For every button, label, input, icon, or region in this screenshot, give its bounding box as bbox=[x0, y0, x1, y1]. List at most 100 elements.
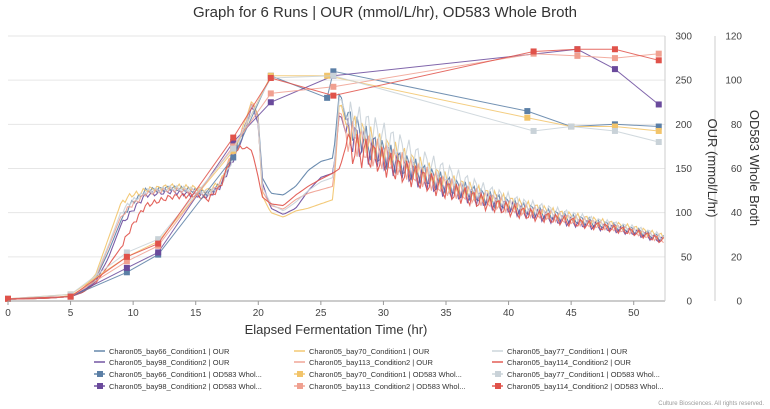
od-point bbox=[230, 139, 237, 145]
legend-item[interactable]: Charon05_bay113_Condition2 | OUR bbox=[294, 358, 434, 367]
legend-item[interactable]: Charon05_bay113_Condition2 | OD583 Whol.… bbox=[294, 382, 466, 391]
od-point bbox=[530, 48, 537, 55]
x-tick-label: 0 bbox=[5, 308, 11, 319]
od-point bbox=[611, 55, 618, 62]
legend-label: Charon05_bay114_Condition2 | OD583 Whol.… bbox=[507, 382, 664, 391]
legend-swatch-marker bbox=[495, 383, 501, 389]
od-point bbox=[611, 123, 618, 130]
legend-item[interactable]: Charon05_bay66_Condition1 | OD583 Whol..… bbox=[94, 370, 262, 379]
legend-swatch-marker bbox=[97, 383, 103, 389]
od-point bbox=[123, 264, 130, 271]
od-line bbox=[7, 48, 660, 300]
legend-label: Charon05_bay113_Condition2 | OUR bbox=[309, 358, 434, 367]
od-point bbox=[123, 269, 130, 276]
od-point bbox=[330, 68, 337, 75]
y2-tick-label: 100 bbox=[725, 76, 742, 87]
legend-swatch-marker bbox=[297, 371, 303, 377]
legend-item[interactable]: Charon05_bay98_Condition2 | OD583 Whol..… bbox=[94, 382, 262, 391]
our-line bbox=[8, 98, 664, 300]
y-tick-label: 300 bbox=[675, 32, 692, 43]
x-tick-label: 40 bbox=[503, 308, 515, 319]
y2-tick-label: 20 bbox=[731, 252, 743, 263]
od-point bbox=[155, 249, 162, 256]
od-point bbox=[611, 46, 618, 53]
od-line bbox=[7, 70, 659, 300]
od-point bbox=[524, 108, 531, 115]
y2-tick-label: 80 bbox=[731, 120, 743, 131]
od-point bbox=[123, 249, 130, 256]
od-point bbox=[655, 57, 662, 64]
legend-item[interactable]: Charon05_bay77_Condition1 | OUR bbox=[492, 347, 628, 356]
legend-label: Charon05_bay70_Condition1 | OUR bbox=[309, 347, 430, 356]
od-point bbox=[230, 134, 237, 141]
x-tick-label: 35 bbox=[440, 308, 452, 319]
x-tick-label: 20 bbox=[253, 308, 265, 319]
legend-swatch-marker bbox=[97, 371, 103, 377]
y2-tick-label: 40 bbox=[731, 208, 743, 219]
legend-label: Charon05_bay98_Condition2 | OD583 Whol..… bbox=[109, 382, 262, 391]
od-point bbox=[330, 83, 337, 90]
od-point bbox=[330, 92, 337, 99]
od-point bbox=[5, 295, 11, 302]
od-point bbox=[230, 154, 237, 161]
legend-label: Charon05_bay98_Condition2 | OUR bbox=[109, 358, 230, 367]
y-tick-label: 150 bbox=[675, 164, 692, 175]
od-point bbox=[155, 236, 162, 243]
od-point bbox=[574, 46, 581, 53]
legend-item[interactable]: Charon05_bay114_Condition2 | OUR bbox=[492, 358, 632, 367]
od-point bbox=[267, 74, 274, 81]
axes: 0 50 100 150 200 250 300 0 20 40 60 80 100 120 0 5 10 15 2… bbox=[5, 32, 742, 320]
legend-item[interactable]: Charon05_bay77_Condition1 | OD583 Whol..… bbox=[492, 370, 660, 379]
od-point bbox=[655, 101, 662, 108]
legend-label: Charon05_bay70_Condition1 | OD583 Whol..… bbox=[309, 370, 462, 379]
od-point bbox=[611, 127, 618, 134]
od-point bbox=[655, 139, 662, 145]
od-point bbox=[123, 258, 130, 265]
od-point bbox=[123, 253, 130, 260]
x-tick-label: 5 bbox=[68, 308, 74, 319]
x-tick-label: 30 bbox=[378, 308, 390, 319]
od-point bbox=[655, 50, 662, 57]
legend-label: Charon05_bay113_Condition2 | OD583 Whol.… bbox=[309, 382, 466, 391]
legend-label: Charon05_bay77_Condition1 | OD583 Whol..… bbox=[507, 370, 660, 379]
y-tick-label: 250 bbox=[675, 76, 692, 87]
legend-item[interactable]: Charon05_bay114_Condition2 | OD583 Whol.… bbox=[492, 382, 664, 391]
legend-item[interactable]: Charon05_bay70_Condition1 | OUR bbox=[294, 347, 430, 356]
legend[interactable]: Charon05_bay66_Condition1 | OUR Charon05_… bbox=[94, 347, 664, 391]
y-tick-label: 50 bbox=[681, 252, 693, 263]
od-point bbox=[574, 52, 581, 59]
od-point bbox=[568, 123, 575, 130]
chart-title: Graph for 6 Runs | OUR (mmol/L/hr), OD58… bbox=[193, 4, 577, 21]
y2-tick-label: 60 bbox=[731, 164, 743, 175]
od-point bbox=[611, 66, 618, 73]
od-point bbox=[67, 293, 74, 300]
legend-item[interactable]: Charon05_bay66_Condition1 | OUR bbox=[94, 347, 230, 356]
legend-item[interactable]: Charon05_bay98_Condition2 | OUR bbox=[94, 358, 230, 367]
od-point bbox=[655, 123, 662, 130]
od-point bbox=[267, 99, 274, 106]
od-point bbox=[155, 240, 162, 247]
legend-item[interactable]: Charon05_bay70_Condition1 | OD583 Whol..… bbox=[294, 370, 462, 379]
od-point bbox=[655, 127, 662, 134]
our-line bbox=[8, 133, 664, 300]
y2-tick-label: 120 bbox=[725, 32, 742, 43]
x-tick-label: 45 bbox=[566, 308, 578, 319]
legend-swatch-marker bbox=[495, 371, 501, 377]
plot-area bbox=[5, 46, 665, 302]
od-point bbox=[230, 145, 237, 152]
x-axis-title: Elapsed Fermentation Time (hr) bbox=[245, 322, 428, 337]
y2-axis-title: OD583 Whole Broth bbox=[747, 110, 762, 226]
x-tick-label: 50 bbox=[628, 308, 640, 319]
legend-label: Charon05_bay66_Condition1 | OD583 Whol..… bbox=[109, 370, 262, 379]
legend-label: Charon05_bay114_Condition2 | OUR bbox=[507, 358, 632, 367]
legend-label: Charon05_bay77_Condition1 | OUR bbox=[507, 347, 628, 356]
y-axis-title: OUR (mmol/L/hr) bbox=[705, 119, 720, 218]
legend-label: Charon05_bay66_Condition1 | OUR bbox=[109, 347, 230, 356]
footer-text: Culture Biosciences. All rights reserved… bbox=[658, 401, 764, 407]
od-point bbox=[530, 127, 537, 134]
x-tick-label: 15 bbox=[190, 308, 202, 319]
y-tick-label: 100 bbox=[675, 208, 692, 219]
x-tick-label: 10 bbox=[128, 308, 140, 319]
od-point bbox=[524, 114, 531, 121]
